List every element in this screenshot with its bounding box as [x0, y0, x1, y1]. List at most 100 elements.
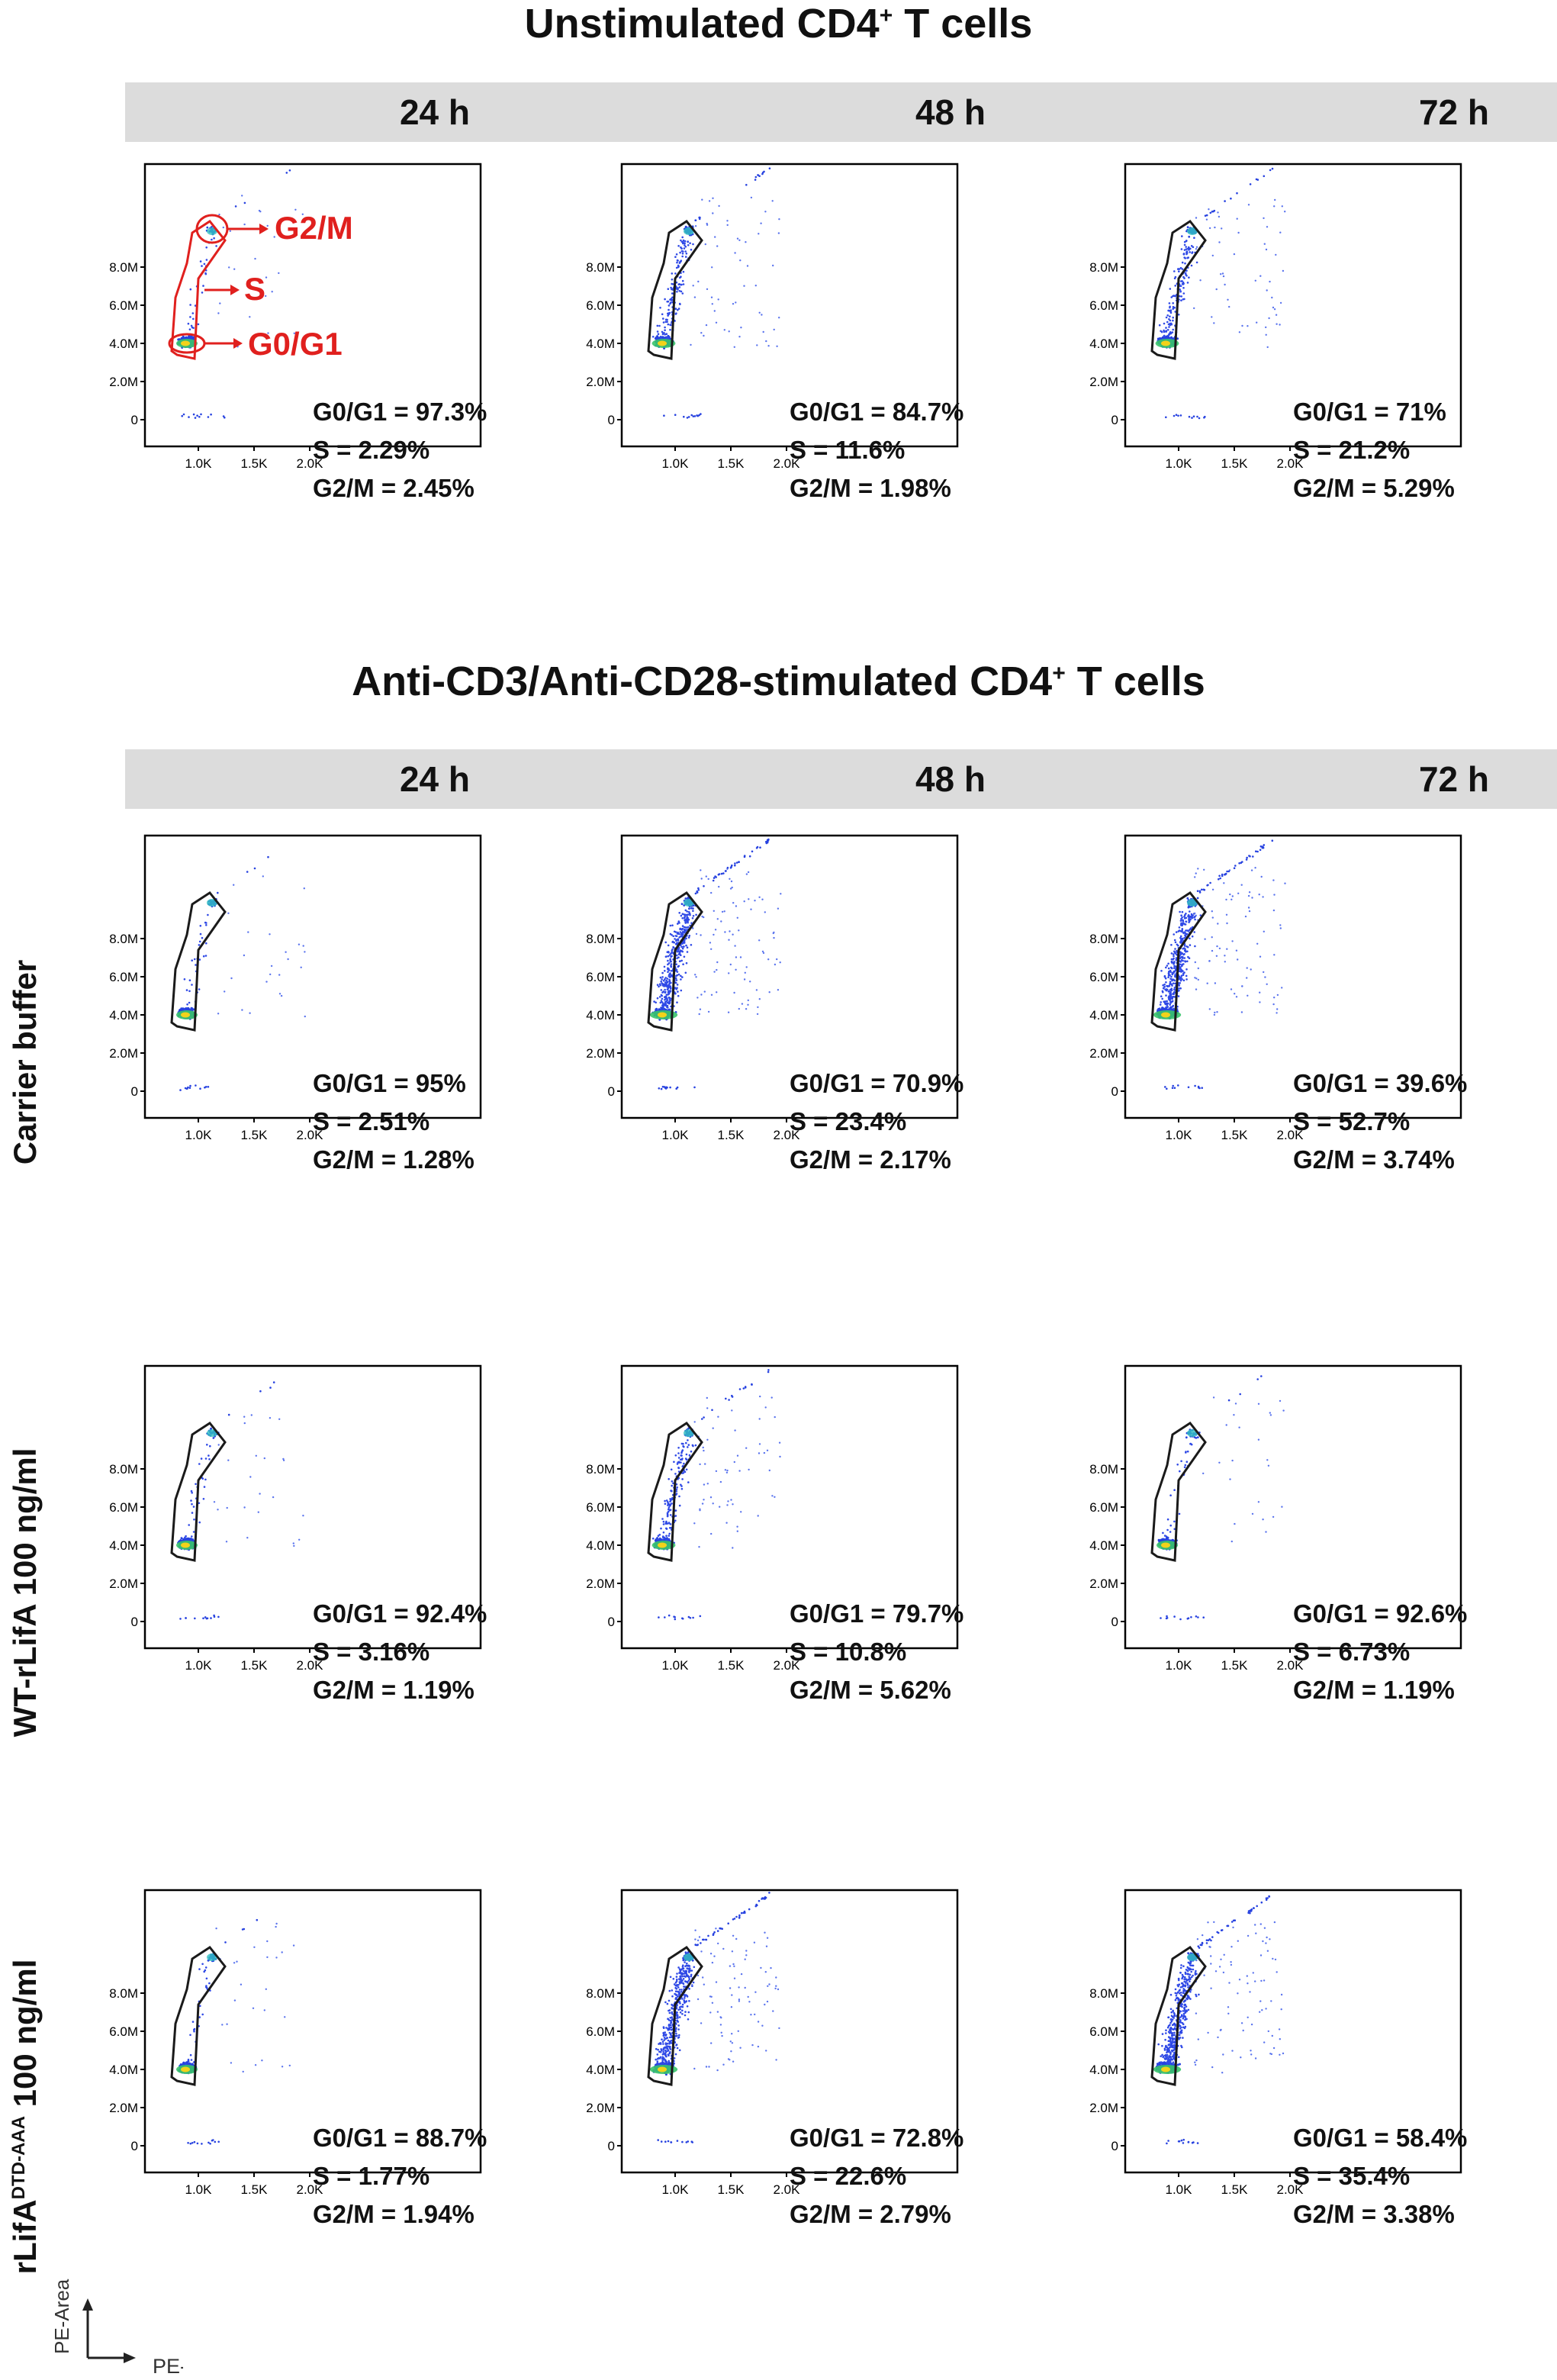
event-dot	[726, 866, 729, 869]
event-dot	[211, 238, 213, 241]
event-dot	[681, 917, 684, 919]
event-dot	[1208, 227, 1211, 230]
event-dot	[1189, 247, 1191, 250]
event-dot	[1255, 850, 1257, 852]
y-tick-label: 8.0M	[586, 260, 615, 275]
event-dot	[680, 928, 684, 930]
event-dot	[1218, 878, 1220, 881]
event-dot	[1163, 322, 1166, 325]
event-dot	[738, 929, 740, 932]
event-dot	[1263, 971, 1265, 974]
event-dot	[661, 313, 664, 316]
event-dot	[672, 946, 675, 949]
event-dot	[194, 1617, 196, 1620]
event-dot	[658, 996, 661, 998]
density-peak	[1161, 1012, 1170, 1018]
event-dot	[1230, 988, 1233, 990]
event-dot	[197, 323, 200, 326]
event-dot	[1247, 894, 1250, 897]
event-dot	[1169, 981, 1172, 983]
event-dot	[1188, 929, 1191, 932]
event-dot	[725, 870, 727, 872]
event-dot	[675, 935, 678, 938]
event-dot	[747, 999, 749, 1002]
event-dot	[217, 1013, 220, 1015]
event-dot	[1248, 891, 1251, 894]
x-tick-label: 2.0K	[774, 456, 801, 471]
event-dot	[683, 955, 686, 958]
event-dot	[207, 416, 210, 418]
event-dot	[705, 875, 707, 878]
event-dot	[1245, 858, 1248, 861]
event-dot	[1166, 336, 1169, 338]
event-dot	[1179, 961, 1182, 963]
event-dot	[668, 973, 671, 976]
event-dot	[1273, 954, 1276, 956]
event-dot	[243, 954, 246, 957]
event-dot	[669, 990, 671, 993]
event-dot	[662, 321, 665, 324]
event-dot	[1171, 1000, 1174, 1003]
event-dot	[222, 226, 224, 229]
event-dot	[714, 929, 717, 931]
event-dot	[681, 976, 684, 978]
event-dot	[736, 916, 738, 919]
gate-polygon	[170, 1421, 227, 1562]
event-dot	[1195, 261, 1198, 264]
event-dot	[744, 971, 746, 974]
event-dot	[750, 908, 752, 910]
event-dot	[1162, 987, 1165, 990]
event-dot	[667, 963, 669, 966]
event-dot	[1211, 910, 1213, 913]
event-dot	[304, 1015, 306, 1018]
event-dot	[1260, 875, 1263, 878]
event-dot	[754, 900, 756, 902]
event-dot	[1173, 970, 1176, 973]
stat-g2m: G2/M = 1.28%	[313, 1145, 474, 1174]
event-dot	[298, 1538, 301, 1541]
event-dot	[247, 931, 249, 933]
stat-g0g1: G0/G1 = 95%	[313, 1069, 466, 1097]
event-dot	[1180, 917, 1182, 920]
event-dot	[204, 1478, 207, 1481]
event-dot	[1211, 916, 1214, 919]
event-dot	[1174, 952, 1177, 955]
event-dot	[185, 989, 188, 991]
event-dot	[680, 945, 683, 948]
event-dot	[653, 1000, 655, 1003]
event-dot	[199, 260, 202, 262]
event-dot	[665, 979, 668, 982]
event-dot	[187, 1538, 190, 1541]
event-dot	[1174, 311, 1176, 313]
time-label-72h: 72 h	[1418, 759, 1490, 799]
event-dot	[1195, 248, 1198, 250]
y-tick-label: 8.0M	[109, 1462, 138, 1477]
row-label-wt-rlifa: WT-rLifA 100 ng/ml	[7, 1448, 43, 1737]
event-dot	[668, 1001, 671, 1003]
event-dot	[199, 932, 202, 936]
event-dot	[1172, 316, 1174, 319]
event-dot	[184, 1536, 186, 1539]
event-dot	[712, 197, 714, 199]
event-dot	[1263, 175, 1266, 178]
event-dot	[706, 222, 708, 225]
event-dot	[677, 921, 680, 924]
event-dot	[660, 1000, 663, 1002]
event-dot	[750, 196, 753, 199]
event-dot	[716, 968, 718, 971]
event-dot	[683, 247, 686, 250]
event-dot	[1273, 205, 1276, 208]
event-dot	[681, 279, 684, 282]
stat-g0g1: G0/G1 = 71%	[1293, 398, 1446, 426]
event-dot	[1168, 995, 1171, 998]
event-dot	[1228, 305, 1230, 308]
event-dot	[680, 246, 682, 249]
event-dot	[739, 259, 742, 262]
event-dot	[655, 337, 658, 339]
event-dot	[687, 916, 689, 919]
event-dot	[282, 1459, 285, 1461]
event-dot	[1165, 1006, 1167, 1009]
x-tick-label: 1.5K	[241, 1658, 269, 1673]
event-dot	[1169, 971, 1172, 973]
event-dot	[696, 891, 699, 894]
